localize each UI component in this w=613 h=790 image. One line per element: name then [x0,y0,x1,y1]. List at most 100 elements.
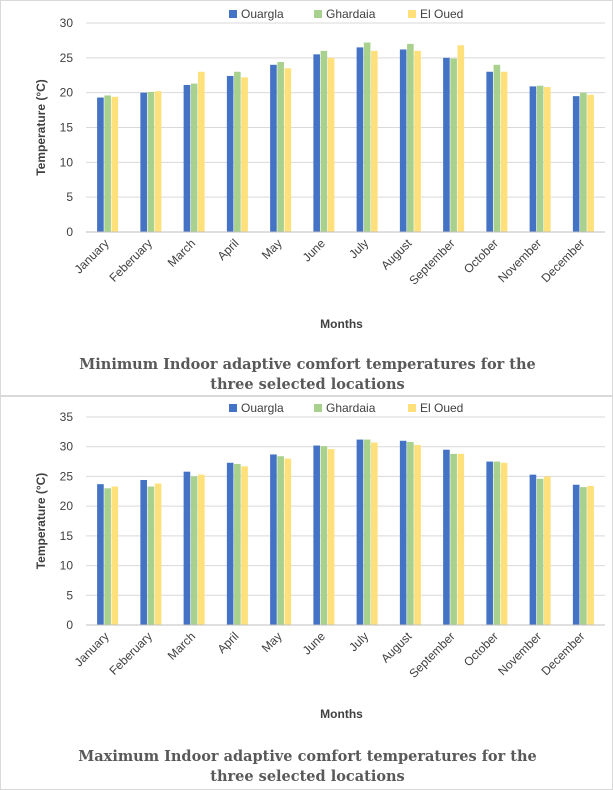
x-tick-label: October [461,236,501,276]
bar-ghardaia-august [407,43,414,233]
bar-ouargla-april [226,75,234,233]
bar-ghardaia-september [450,58,457,232]
bar-ghardaia-november [536,85,544,232]
bar-ouargla-october [486,461,493,625]
caption-line-2: three selected locations [210,376,405,393]
y-tick-label: 20 [60,499,74,513]
bar-ouargla-august [399,440,407,625]
bar-ghardaia-may [277,62,284,232]
bar-ghardaia-april [234,463,241,625]
chart-panel-minimum: 0 5 10 15 20 25 30 January Feberuary March April Ma… [0,0,613,396]
bar-ouargla-may [270,64,277,232]
chart-panel-maximum: 0 5 10 15 20 25 30 35 January Feberuary March April… [0,396,613,790]
x-tick-label: July [346,629,371,654]
bar-ouargla-november [529,86,537,232]
y-axis-title: Temperature (°C) [34,473,48,570]
bar-ouargla-june [313,54,320,232]
bar-el-oued-november [544,87,551,233]
legend-label: Ghardaia [326,401,376,415]
bar-ouargla-march [183,85,191,233]
legend-swatch [229,10,237,18]
x-axis-title: Months [320,707,363,721]
bar-el-oued-january [111,96,119,232]
x-tick-label: March [165,629,198,662]
x-tick-label: June [300,236,329,265]
bar-ghardaia-feberuary [147,486,155,625]
x-tick-label: August [378,629,415,666]
bar-ghardaia-november [536,478,544,625]
x-tick-label: March [165,236,198,269]
legend-swatch [314,404,322,412]
legend-label: El Oued [420,401,463,415]
bar-ouargla-january [97,484,104,625]
bar-el-oued-august [414,50,421,232]
x-tick-label: May [259,236,285,262]
bar-ghardaia-may [277,456,284,625]
bar-ghardaia-september [450,453,457,625]
bar-ouargla-november [529,474,537,625]
bar-ghardaia-april [234,71,241,233]
bar-ghardaia-january [104,488,111,625]
x-tick-label: September [406,236,457,287]
bar-ouargla-september [443,57,450,233]
y-tick-label: 25 [60,469,74,483]
bar-ghardaia-june [320,50,328,232]
bar-ouargla-april [226,462,234,625]
bar-ghardaia-july [363,42,371,232]
y-tick-label: 25 [60,51,74,65]
legend-item-el-oued: El Oued [408,401,463,415]
bar-ghardaia-december [580,487,587,625]
y-tick-label: 0 [66,618,73,632]
bar-el-oued-feberuary [154,91,162,232]
y-axis-title: Temperature (°C) [34,79,48,176]
x-tick-label: October [461,629,501,669]
legend-label: Ghardaia [326,7,376,21]
legend-swatch [408,404,416,412]
bar-ghardaia-july [363,439,371,625]
x-tick-label: November [495,629,544,678]
x-tick-label: December [538,629,587,678]
bar-el-oued-july [371,442,378,625]
x-tick-label: Feberuary [106,629,155,678]
legend-swatch [314,10,322,18]
bar-ghardaia-june [320,446,328,625]
bar-ouargla-january [97,97,104,232]
y-tick-label: 5 [66,190,73,204]
bar-el-oued-october [500,71,508,233]
x-tick-label: May [259,629,285,655]
bar-el-oued-may [284,458,292,625]
y-tick-label: 0 [66,225,73,239]
bar-ghardaia-january [104,95,111,232]
bar-el-oued-august [414,444,421,625]
legend-swatch [229,404,237,412]
y-tick-label: 10 [60,155,74,169]
bar-ouargla-december [572,96,580,233]
bar-ouargla-feberuary [140,92,147,233]
bar-ouargla-august [399,49,407,233]
x-tick-label: September [406,629,457,680]
x-tick-label: August [378,236,415,273]
bar-el-oued-december [587,485,594,625]
legend-swatch [408,10,416,18]
bar-el-oued-june [327,449,335,625]
x-tick-label: July [346,236,371,261]
y-tick-label: 10 [60,559,74,573]
bar-el-oued-october [500,462,508,625]
y-tick-label: 30 [60,16,74,30]
bar-el-oued-november [544,476,551,625]
bar-ouargla-may [270,454,277,625]
caption-line-1: Maximum Indoor adaptive comfort temperat… [78,748,537,765]
caption-line-2: three selected locations [210,768,405,785]
bar-el-oued-may [284,68,292,233]
bar-ouargla-march [183,471,191,625]
bar-el-oued-july [371,50,378,232]
chart-caption-minimum: Minimum Indoor adaptive comfort temperat… [1,355,613,395]
bar-ghardaia-march [190,476,198,625]
y-tick-label: 5 [66,588,73,602]
legend-item-ouargla: Ouargla [229,7,284,21]
bar-el-oued-june [327,57,335,233]
bar-el-oued-april [241,77,248,232]
legend-item-ouargla: Ouargla [229,401,284,415]
bar-el-oued-march [198,71,205,233]
